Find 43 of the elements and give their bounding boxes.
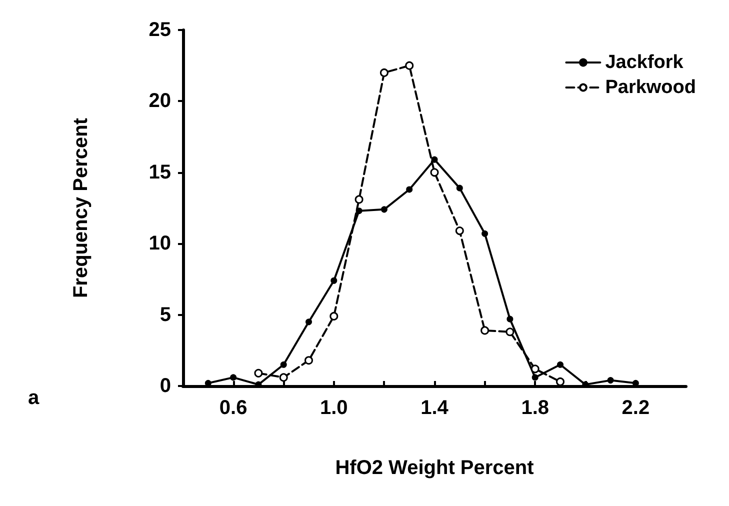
point bbox=[530, 364, 540, 374]
point bbox=[506, 328, 514, 336]
point bbox=[506, 316, 514, 322]
legend-label: Jackfork bbox=[605, 52, 684, 73]
point bbox=[455, 226, 464, 236]
text: a bbox=[28, 387, 40, 409]
point bbox=[280, 361, 287, 368]
y-tick-label: 20 bbox=[148, 90, 171, 112]
x-tick-label: 1.8 bbox=[521, 397, 550, 419]
point bbox=[330, 277, 338, 284]
point bbox=[456, 184, 463, 192]
point bbox=[230, 374, 237, 381]
x-tick-label: 1.0 bbox=[320, 397, 348, 419]
point bbox=[430, 168, 439, 177]
y-tick-label: 5 bbox=[160, 304, 171, 326]
y-tick-label: 25 bbox=[148, 19, 171, 41]
point bbox=[304, 356, 313, 365]
x-tick-label: 2.2 bbox=[622, 397, 650, 419]
x-axis-title: HfO2 Weight Percent bbox=[335, 457, 534, 479]
point bbox=[532, 374, 538, 381]
point bbox=[330, 312, 338, 320]
point bbox=[380, 68, 388, 77]
y-tick-label: 15 bbox=[148, 161, 171, 184]
point bbox=[556, 377, 564, 386]
legend-label: Parkwood bbox=[605, 77, 696, 98]
point bbox=[607, 377, 614, 384]
point bbox=[431, 156, 438, 163]
point bbox=[254, 368, 263, 378]
point bbox=[482, 230, 488, 237]
point bbox=[406, 186, 413, 193]
point bbox=[356, 208, 362, 214]
y-axis-title: Frequency Percent bbox=[70, 118, 92, 298]
x-tick-label: 0.6 bbox=[219, 397, 248, 419]
point bbox=[405, 61, 414, 70]
point bbox=[480, 326, 490, 335]
point bbox=[306, 318, 312, 326]
point bbox=[380, 206, 388, 213]
point bbox=[279, 373, 288, 382]
point bbox=[557, 361, 564, 368]
x-tick-label: 1.4 bbox=[420, 397, 450, 419]
y-tick-label: 10 bbox=[148, 232, 171, 255]
y-tick-label: 0 bbox=[160, 375, 171, 397]
point bbox=[354, 195, 364, 204]
